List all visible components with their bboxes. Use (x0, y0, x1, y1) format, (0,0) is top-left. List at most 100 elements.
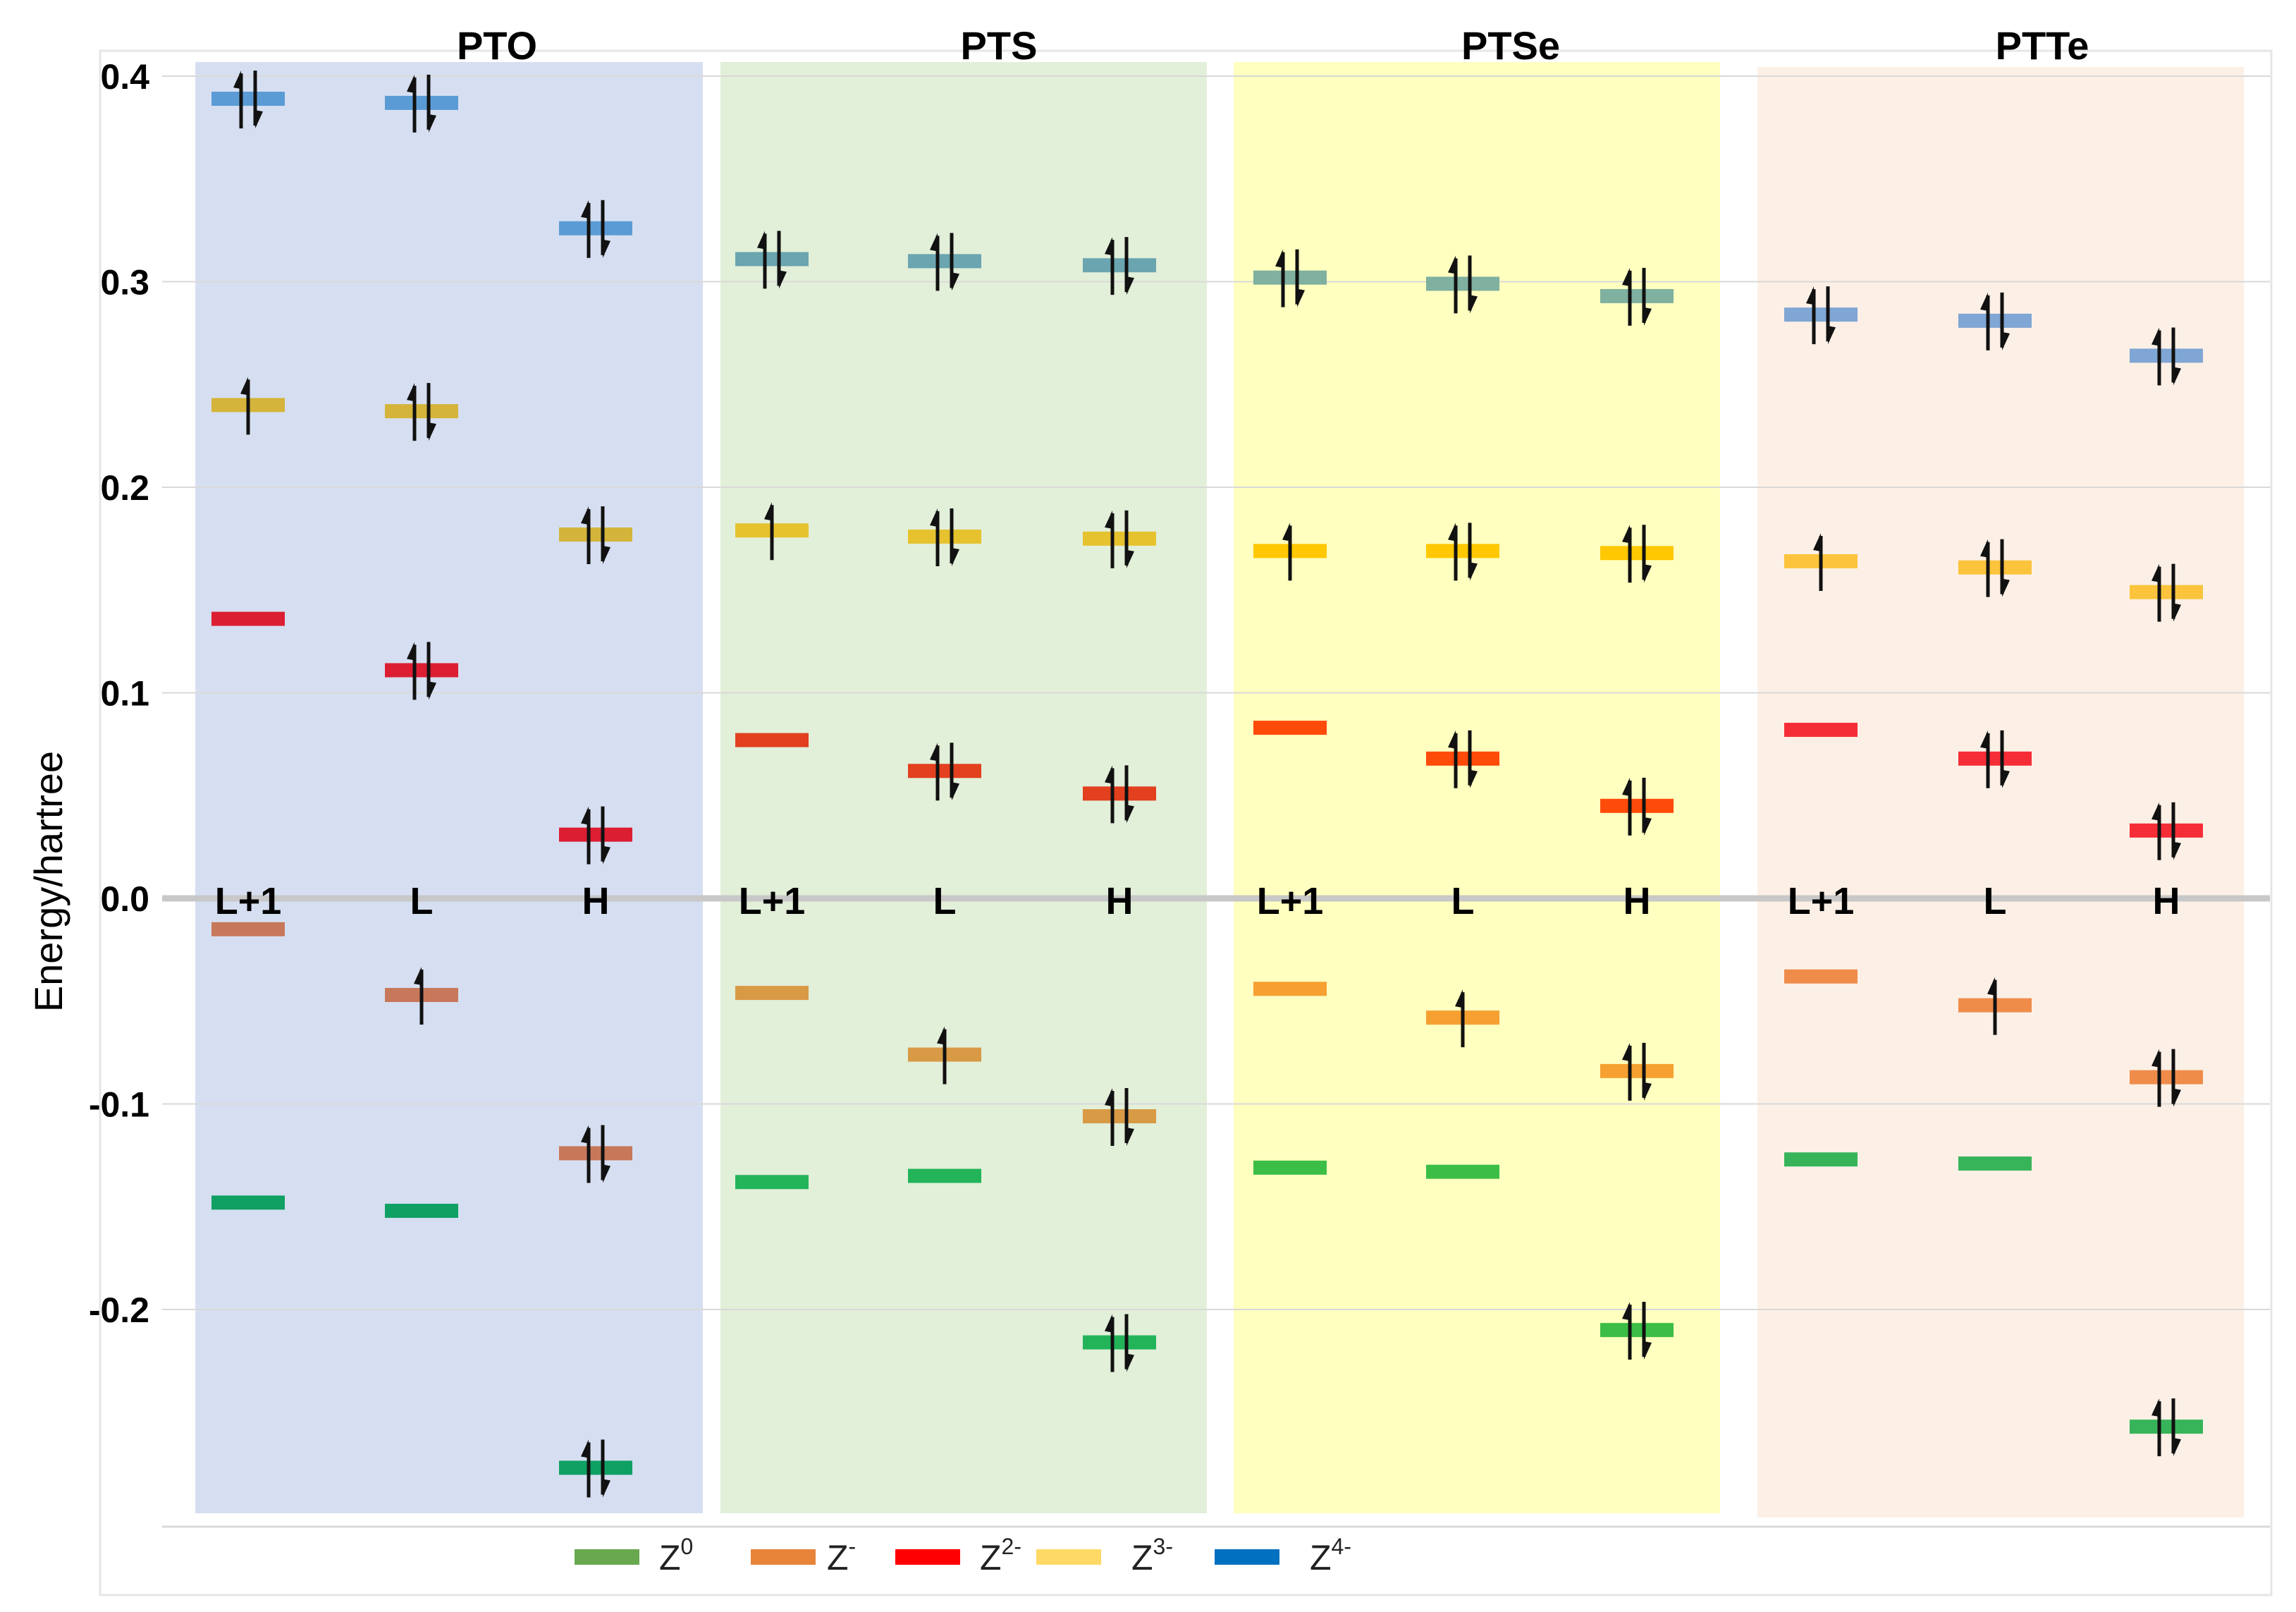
spin-down-arrow (2171, 802, 2181, 860)
spin-up-arrow (764, 502, 774, 561)
energy-level-pto-lplus1-z2- (211, 611, 285, 626)
spin-down-arrow (1826, 286, 1836, 345)
panel-title-ptte: PTTe (1996, 23, 2089, 68)
energy-level-ptse-l-z3- (1426, 523, 1499, 581)
arrow-head (1126, 1353, 1134, 1372)
spin-down-arrow (2171, 1049, 2181, 1107)
energy-level-ptte-h-z2- (2130, 802, 2203, 860)
spin-down-arrow (601, 1125, 610, 1183)
arrow-head (603, 1164, 610, 1183)
spin-down-arrow (950, 743, 959, 801)
spin-down-arrow (1642, 1302, 1652, 1360)
arrow-head (1644, 307, 1652, 326)
level-bar (1600, 288, 1674, 303)
energy-level-ptse-lplus1-z4- (1253, 249, 1327, 307)
energy-level-pto-h-z0 (559, 1439, 632, 1498)
arrow-head (1813, 532, 1821, 551)
energy-level-ptte-h-z- (2130, 1049, 2203, 1107)
spin-down-arrow (601, 506, 610, 565)
arrow-head (1448, 523, 1456, 542)
y-tick-label: 0.1 (100, 674, 149, 714)
level-bar (1253, 982, 1327, 996)
spin-up-arrow (581, 506, 591, 565)
energy-level-pto-lplus1-z3- (211, 377, 285, 435)
level-bar (735, 733, 809, 747)
arrow-head (2002, 769, 2010, 788)
orbital-label-h: H (1106, 880, 1134, 922)
energy-level-ptse-lplus1-z0 (1253, 1160, 1327, 1175)
spin-up-arrow (930, 508, 940, 566)
legend-swatch (1215, 1549, 1279, 1565)
arrow-head (429, 681, 436, 700)
spin-down-arrow (426, 74, 436, 133)
spin-up-arrow (1105, 1087, 1115, 1146)
arrow-head (1126, 549, 1134, 568)
energy-level-pto-l-z0 (385, 1204, 458, 1219)
legend-swatch (895, 1549, 960, 1565)
arrow-head (952, 782, 959, 801)
arrow-head (2151, 563, 2159, 582)
level-bar (908, 764, 981, 778)
energy-level-pts-h-z2- (1083, 765, 1156, 824)
spin-down-arrow (601, 806, 610, 865)
level-bar (908, 1168, 981, 1183)
y-axis-label: Energy/hartree (26, 751, 70, 1012)
level-bar (1083, 786, 1156, 801)
level-bar (1426, 1164, 1499, 1179)
spin-down-arrow (1124, 237, 1134, 295)
level-bar (908, 254, 981, 269)
spin-down-arrow (1642, 267, 1652, 326)
arrow-head (603, 845, 610, 865)
arrow-head (2173, 367, 2181, 386)
panel-background-ptte (1757, 67, 2244, 1518)
spin-up-arrow (1448, 730, 1458, 788)
spin-up-arrow (407, 642, 417, 700)
arrow-head (1622, 1302, 1630, 1321)
arrow-head (2173, 1088, 2181, 1107)
spin-up-arrow (1987, 977, 1997, 1035)
spin-up-arrow (407, 74, 417, 133)
spin-down-arrow (1468, 730, 1478, 788)
level-bar (1958, 313, 2032, 328)
energy-level-ptte-l-z2- (1958, 730, 2032, 788)
level-bar (1600, 1323, 1674, 1338)
spin-down-arrow (426, 383, 436, 441)
energy-level-pto-h-z2- (559, 806, 632, 865)
orbital-label-lplus1: L+1 (1788, 880, 1855, 922)
arrow-head (1126, 805, 1134, 824)
spin-up-arrow (930, 743, 940, 801)
arrow-head (930, 743, 938, 762)
arrow-head (952, 547, 959, 566)
panel-title-ptse: PTSe (1461, 23, 1560, 68)
level-bar (1083, 1109, 1156, 1123)
orbital-label-l: L (1984, 880, 2007, 922)
energy-level-ptte-l-z0 (1958, 1156, 2032, 1171)
legend-item-z4-: Z4- (1215, 1534, 1351, 1577)
spin-down-arrow (1642, 525, 1652, 583)
spin-up-arrow (1806, 286, 1816, 345)
arrow-head (1126, 1127, 1134, 1146)
energy-level-ptse-h-z2- (1600, 777, 1674, 836)
energy-level-pts-h-z0 (1083, 1314, 1156, 1372)
arrow-head (2002, 331, 2010, 350)
arrow-head (581, 200, 589, 219)
legend-label: Z- (827, 1534, 856, 1577)
spin-down-arrow (1642, 1042, 1652, 1101)
energy-level-pts-h-z- (1083, 1087, 1156, 1146)
level-bar (559, 1460, 632, 1475)
spin-up-arrow (2151, 1398, 2161, 1457)
spin-up-arrow (1105, 510, 1115, 568)
level-bar (1253, 721, 1327, 735)
spin-up-arrow (2151, 1049, 2161, 1107)
level-bar (211, 1195, 285, 1210)
spin-up-arrow (581, 200, 591, 258)
level-bar (2130, 348, 2203, 363)
spin-up-arrow (581, 806, 591, 865)
energy-level-pts-l-z- (908, 1026, 981, 1085)
arrow-head (407, 383, 415, 402)
level-bar (1958, 560, 2032, 575)
energy-level-pto-l-z4- (385, 74, 458, 133)
level-bar (1600, 1063, 1674, 1078)
energy-level-ptte-lplus1-z- (1784, 969, 1858, 984)
